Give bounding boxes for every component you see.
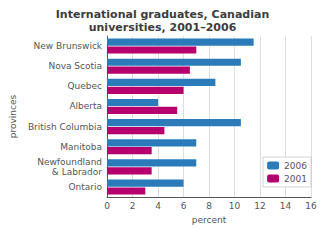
svg-text:2006: 2006 <box>284 161 307 171</box>
svg-text:Manitoba: Manitoba <box>60 142 102 152</box>
svg-text:16: 16 <box>305 201 317 211</box>
svg-text:Newfoundland: Newfoundland <box>37 157 102 167</box>
svg-text:Nova Scotia: Nova Scotia <box>48 61 102 71</box>
svg-text:10: 10 <box>229 201 241 211</box>
svg-text:Quebec: Quebec <box>68 81 103 91</box>
svg-text:New Brunswick: New Brunswick <box>34 41 103 51</box>
svg-text:0: 0 <box>104 201 110 211</box>
svg-text:12: 12 <box>254 201 265 211</box>
svg-text:4: 4 <box>155 201 161 211</box>
svg-text:& Labrador: & Labrador <box>52 167 103 177</box>
svg-text:Ontario: Ontario <box>69 182 103 192</box>
svg-text:percent: percent <box>192 215 227 225</box>
svg-text:2: 2 <box>130 201 136 211</box>
svg-text:Alberta: Alberta <box>69 101 102 111</box>
svg-text:6: 6 <box>181 201 187 211</box>
svg-text:provinces: provinces <box>8 95 18 139</box>
svg-text:2001: 2001 <box>284 174 307 184</box>
svg-text:8: 8 <box>206 201 212 211</box>
svg-text:14: 14 <box>280 201 292 211</box>
svg-text:British Columbia: British Columbia <box>28 122 102 132</box>
svg-text:universities, 2001–2006: universities, 2001–2006 <box>89 21 237 34</box>
svg-text:International graduates, Canad: International graduates, Canadian <box>56 8 270 21</box>
